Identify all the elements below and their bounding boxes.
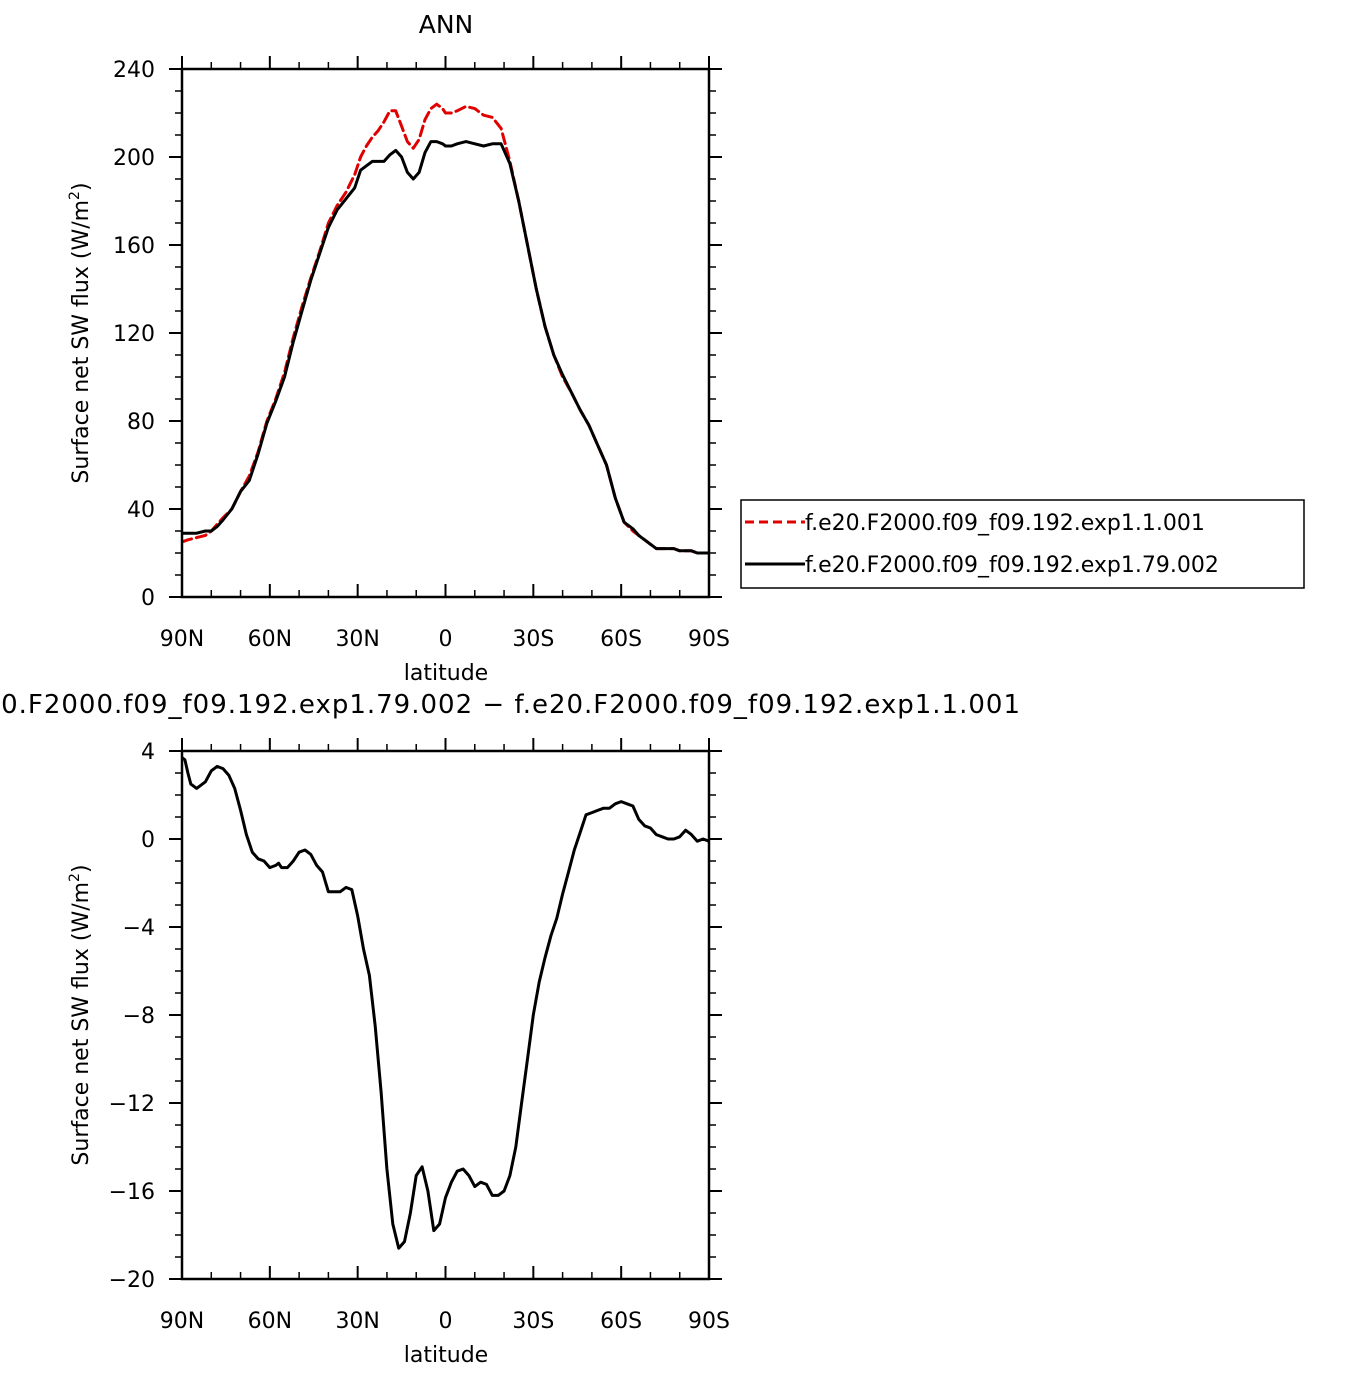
- bottom-y-tick-label: −20: [109, 1268, 155, 1293]
- top-x-tick-label: 60N: [248, 627, 292, 652]
- legend: f.e20.F2000.f09_f09.192.exp1.1.001 f.e20…: [740, 499, 1305, 589]
- bottom-x-tick-label: 60S: [600, 1309, 642, 1334]
- bottom-y-tick-label: 0: [141, 828, 155, 853]
- bottom-axis-ticks: 90N 60N 30N 0 30S 60S 90S −20 −16 −12 −8 −4 0 4: [109, 738, 730, 1334]
- bottom-y-tick-label: −16: [109, 1180, 155, 1205]
- top-plot-frame: [180, 67, 711, 599]
- bottom-y-axis-label: Surface net SW flux (W/m2): [67, 864, 94, 1165]
- bottom-plot-frame: [180, 749, 711, 1281]
- bottom-series-lines: [182, 756, 709, 1250]
- bottom-y-tick-label: −4: [123, 916, 155, 941]
- bottom-chart-title: f.e20.F2000.f09_f09.192.exp1.79.002 − f.…: [0, 690, 1021, 720]
- bottom-x-tick-label: 90S: [688, 1309, 730, 1334]
- top-y-axis-label-main: Surface net SW flux (W/m: [69, 200, 94, 484]
- bottom-y-tick-label: −8: [123, 1004, 155, 1029]
- bottom-y-axis-label-close: ): [69, 864, 94, 873]
- bottom-series-line-1: [182, 756, 709, 1250]
- bottom-x-tick-label: 60N: [248, 1309, 292, 1334]
- top-y-axis-label: Surface net SW flux (W/m2): [67, 182, 94, 483]
- bottom-x-axis-label: latitude: [404, 1343, 488, 1368]
- bottom-y-tick-label: −12: [109, 1092, 155, 1117]
- top-y-axis-label-sup: 2: [67, 191, 83, 200]
- top-y-tick-label: 200: [113, 146, 155, 171]
- top-series-line-2: [182, 140, 709, 555]
- top-series-line-1: [182, 102, 709, 555]
- top-x-axis-label: latitude: [404, 661, 488, 686]
- top-x-tick-label: 90S: [688, 627, 730, 652]
- top-axis-ticks: 90N 60N 30N 0 30S 60S 90S 0 40 80 120 160 200 240: [113, 56, 730, 652]
- bottom-y-axis-label-main: Surface net SW flux (W/m: [69, 882, 94, 1166]
- top-y-tick-label: 160: [113, 234, 155, 259]
- bottom-y-axis-label-sup: 2: [67, 873, 83, 882]
- top-x-tick-label: 90N: [160, 627, 204, 652]
- top-x-tick-label: 0: [439, 627, 453, 652]
- legend-label-series-2: f.e20.F2000.f09_f09.192.exp1.79.002: [805, 553, 1219, 578]
- top-x-tick-label: 60S: [600, 627, 642, 652]
- top-series-lines: [182, 102, 709, 555]
- top-y-tick-label: 0: [141, 586, 155, 611]
- top-y-tick-label: 40: [127, 498, 155, 523]
- legend-box: [740, 499, 1305, 589]
- top-chart-title: ANN: [419, 10, 474, 39]
- legend-label-series-1: f.e20.F2000.f09_f09.192.exp1.1.001: [805, 511, 1205, 536]
- top-y-axis-label-close: ): [69, 182, 94, 191]
- top-y-tick-label: 240: [113, 58, 155, 83]
- top-y-tick-label: 120: [113, 322, 155, 347]
- top-x-tick-label: 30S: [512, 627, 554, 652]
- bottom-x-tick-label: 90N: [160, 1309, 204, 1334]
- top-y-tick-label: 80: [127, 410, 155, 435]
- top-x-tick-label: 30N: [335, 627, 379, 652]
- bottom-x-tick-label: 0: [439, 1309, 453, 1334]
- bottom-y-tick-label: 4: [141, 740, 155, 765]
- bottom-chart: f.e20.F2000.f09_f09.192.exp1.79.002 − f.…: [0, 690, 1021, 1368]
- bottom-x-tick-label: 30N: [335, 1309, 379, 1334]
- top-chart: ANN 90N 60N 30N 0 30S 60S 90S 0 40 80 120 160 200 240…: [67, 10, 730, 686]
- bottom-x-tick-label: 30S: [512, 1309, 554, 1334]
